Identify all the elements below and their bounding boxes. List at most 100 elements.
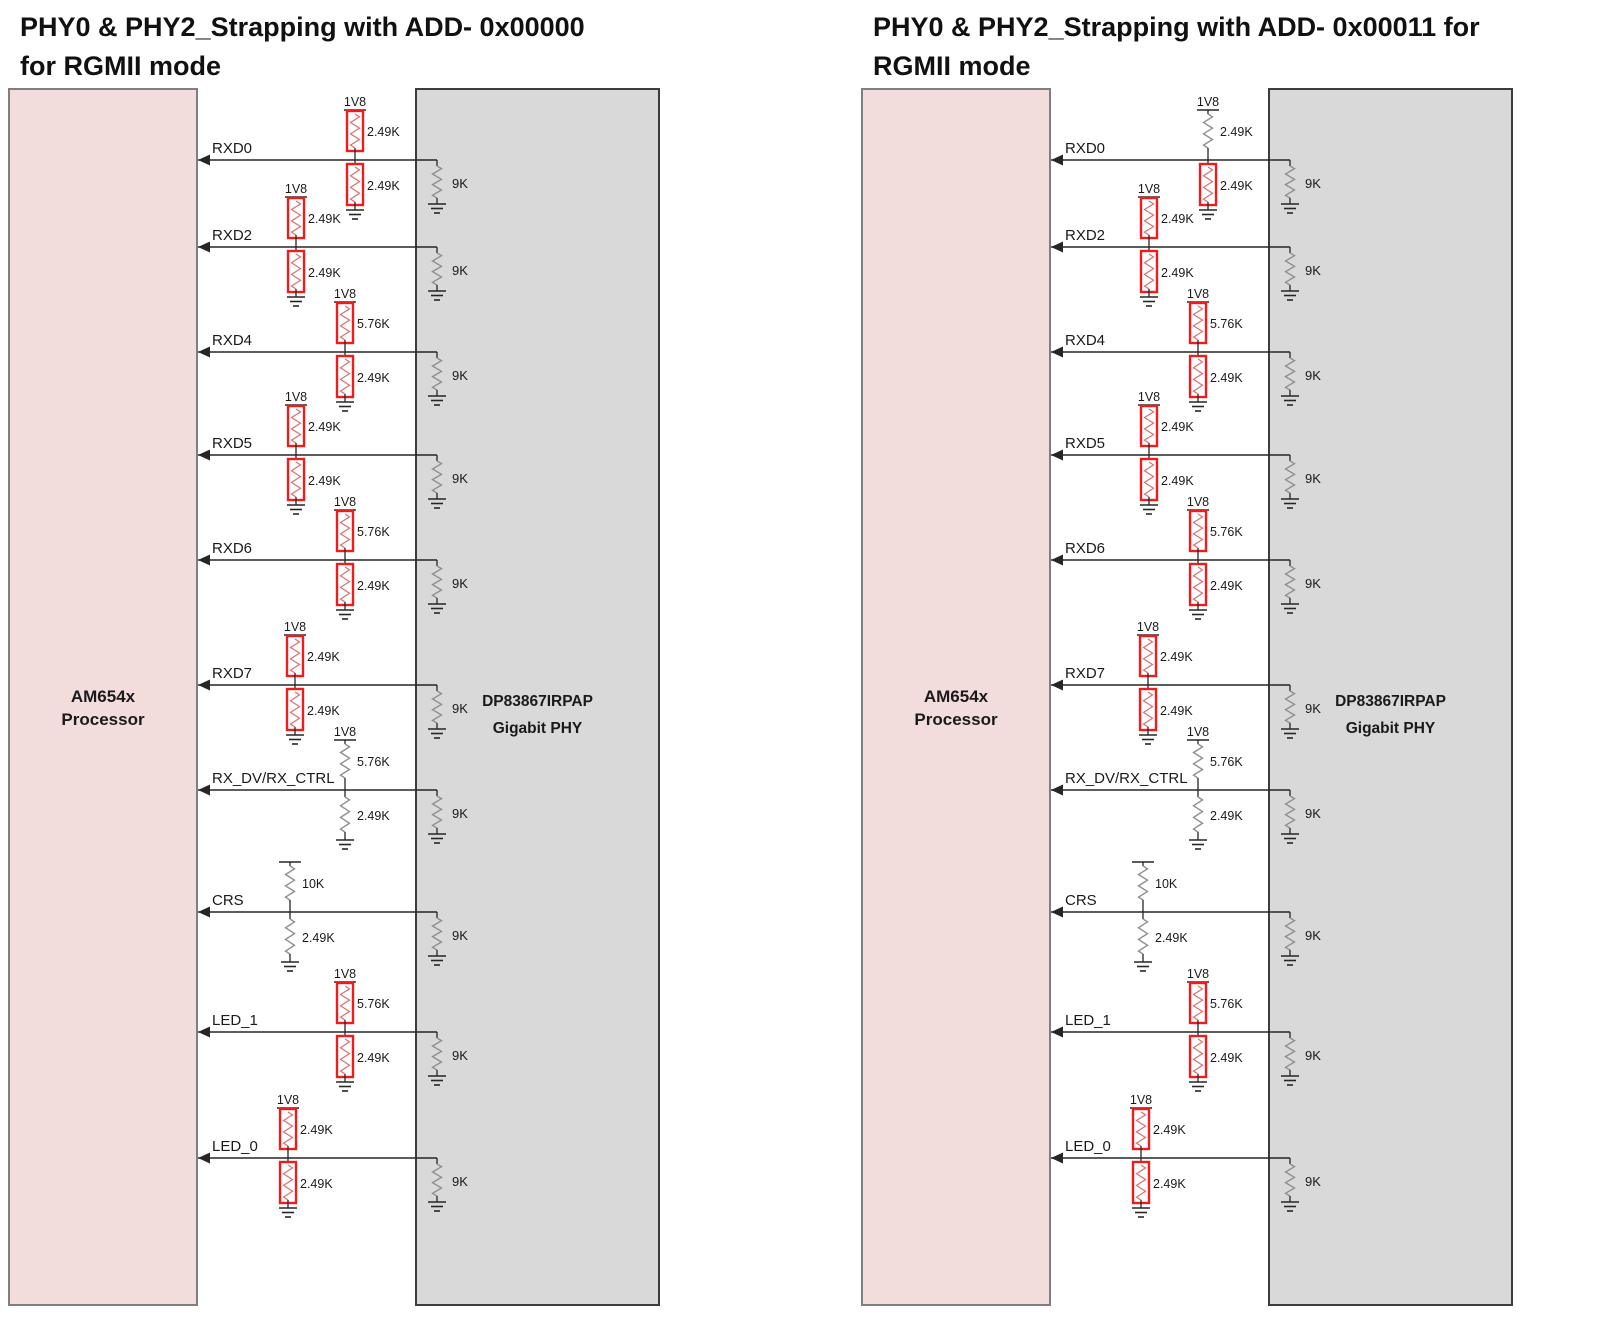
pullup-resistor-icon — [1202, 113, 1214, 149]
signal-label: RXD6 — [212, 540, 252, 557]
pulldown-resistor-icon — [1142, 691, 1154, 728]
phy-label-line2: Gigabit PHY — [1345, 720, 1436, 737]
phy-resistor-value-label: 9K — [452, 471, 468, 486]
pulldown-resistor-icon — [1135, 1164, 1147, 1201]
rail-label: 1V8 — [284, 620, 306, 634]
pullup-resistor-icon — [289, 638, 301, 674]
phy-resistor-value-label: 9K — [1305, 1174, 1321, 1189]
pullup-value-label: 5.76K — [357, 997, 390, 1011]
pulldown-value-label: 2.49K — [1220, 179, 1253, 193]
pullup-value-label: 5.76K — [357, 755, 390, 769]
signal-label: RXD2 — [212, 227, 252, 244]
phy-internal-resistor-icon — [1284, 690, 1296, 724]
pullup-resistor-icon — [1192, 513, 1204, 549]
pullup-value-label: 2.49K — [1153, 1123, 1186, 1137]
phy-internal-resistor-icon — [431, 1037, 443, 1071]
pulldown-resistor-icon — [284, 918, 296, 955]
signal-label: RXD7 — [1065, 665, 1105, 682]
signal-label: RXD6 — [1065, 540, 1105, 557]
signal-arrow-icon — [1051, 906, 1063, 918]
signal-arrow-icon — [1051, 1026, 1063, 1038]
pulldown-value-label: 2.49K — [1160, 704, 1193, 718]
rail-label: 1V8 — [1187, 495, 1209, 509]
signal-label: CRS — [212, 892, 244, 909]
phy-box: DP83867IRPAP Gigabit PHY — [415, 88, 660, 1306]
signal-arrow-icon — [198, 906, 210, 918]
pullup-value-label: 2.49K — [300, 1123, 333, 1137]
rail-label: 1V8 — [1187, 967, 1209, 981]
phy-resistor-value-label: 9K — [1305, 806, 1321, 821]
pullup-value-label: 2.49K — [1161, 212, 1194, 226]
panel-title: PHY0 & PHY2_Strapping with ADD- 0x00011 … — [873, 8, 1606, 86]
pulldown-value-label: 2.49K — [302, 931, 335, 945]
phy-resistor-value-label: 9K — [1305, 263, 1321, 278]
pulldown-value-label: 2.49K — [1210, 809, 1243, 823]
pulldown-value-label: 2.49K — [357, 579, 390, 593]
phy-resistor-value-label: 9K — [452, 176, 468, 191]
phy-label: DP83867IRPAP Gigabit PHY — [1270, 688, 1511, 742]
rail-label: 1V8 — [1197, 95, 1219, 109]
pulldown-resistor-icon — [1192, 358, 1204, 395]
processor-label-line1: AM654x — [923, 687, 989, 706]
pullup-value-label: 10K — [1155, 877, 1178, 891]
rail-label: 1V8 — [334, 495, 356, 509]
phy-internal-resistor-icon — [1284, 565, 1296, 599]
pullup-value-label: 2.49K — [1161, 420, 1194, 434]
phy-resistor-value-label: 9K — [1305, 471, 1321, 486]
pulldown-resistor-icon — [339, 796, 351, 833]
pullup-resistor-icon — [1192, 985, 1204, 1021]
phy-resistor-value-label: 9K — [452, 263, 468, 278]
pulldown-resistor-icon — [339, 358, 351, 395]
pulldown-value-label: 2.49K — [1161, 266, 1194, 280]
panel-title-line2: for RGMII mode — [20, 51, 221, 81]
pullup-resistor-icon — [290, 200, 302, 236]
signal-arrow-icon — [198, 1152, 210, 1164]
phy-resistor-value-label: 9K — [452, 368, 468, 383]
phy-internal-resistor-icon — [1284, 1163, 1296, 1197]
signal-arrow-icon — [198, 154, 210, 166]
phy-resistor-value-label: 9K — [452, 928, 468, 943]
phy-resistor-value-label: 9K — [452, 1048, 468, 1063]
signal-label: LED_1 — [212, 1012, 258, 1029]
rail-label: 1V8 — [344, 95, 366, 109]
phy-resistor-value-label: 9K — [452, 806, 468, 821]
rail-label: 1V8 — [285, 182, 307, 196]
signal-arrow-icon — [1051, 241, 1063, 253]
pulldown-resistor-icon — [282, 1164, 294, 1201]
phy-label-line2: Gigabit PHY — [492, 720, 583, 737]
pullup-resistor-icon — [1192, 743, 1204, 779]
signal-label: RXD0 — [212, 140, 252, 157]
signal-arrow-icon — [1051, 449, 1063, 461]
panel-left: PHY0 & PHY2_Strapping with ADD- 0x00000 … — [0, 0, 753, 1336]
phy-internal-resistor-icon — [1284, 1037, 1296, 1071]
processor-box: AM654x Processor — [861, 88, 1051, 1306]
pullup-resistor-icon — [339, 743, 351, 779]
signal-label: RXD5 — [212, 435, 252, 452]
processor-label: AM654x Processor — [863, 685, 1049, 731]
rail-label: 1V8 — [1187, 287, 1209, 301]
pulldown-resistor-icon — [290, 253, 302, 290]
pullup-value-label: 2.49K — [308, 420, 341, 434]
phy-resistor-value-label: 9K — [1305, 701, 1321, 716]
pulldown-resistor-icon — [1143, 253, 1155, 290]
pulldown-resistor-icon — [1137, 918, 1149, 955]
processor-label-line1: AM654x — [70, 687, 136, 706]
signal-arrow-icon — [198, 784, 210, 796]
pulldown-resistor-icon — [1192, 566, 1204, 603]
pullup-value-label: 2.49K — [1220, 125, 1253, 139]
signal-arrow-icon — [198, 679, 210, 691]
phy-resistor-value-label: 9K — [452, 701, 468, 716]
signal-label: RXD2 — [1065, 227, 1105, 244]
phy-internal-resistor-icon — [431, 357, 443, 391]
pulldown-resistor-icon — [289, 691, 301, 728]
rail-label: 1V8 — [1137, 620, 1159, 634]
pullup-value-label: 5.76K — [1210, 997, 1243, 1011]
processor-label-line2: Processor — [914, 710, 998, 729]
pulldown-resistor-icon — [339, 1038, 351, 1075]
phy-internal-resistor-icon — [431, 795, 443, 829]
pulldown-value-label: 2.49K — [1161, 474, 1194, 488]
signal-arrow-icon — [1051, 784, 1063, 796]
pulldown-value-label: 2.49K — [357, 371, 390, 385]
pullup-resistor-icon — [1142, 638, 1154, 674]
pullup-value-label: 5.76K — [1210, 755, 1243, 769]
